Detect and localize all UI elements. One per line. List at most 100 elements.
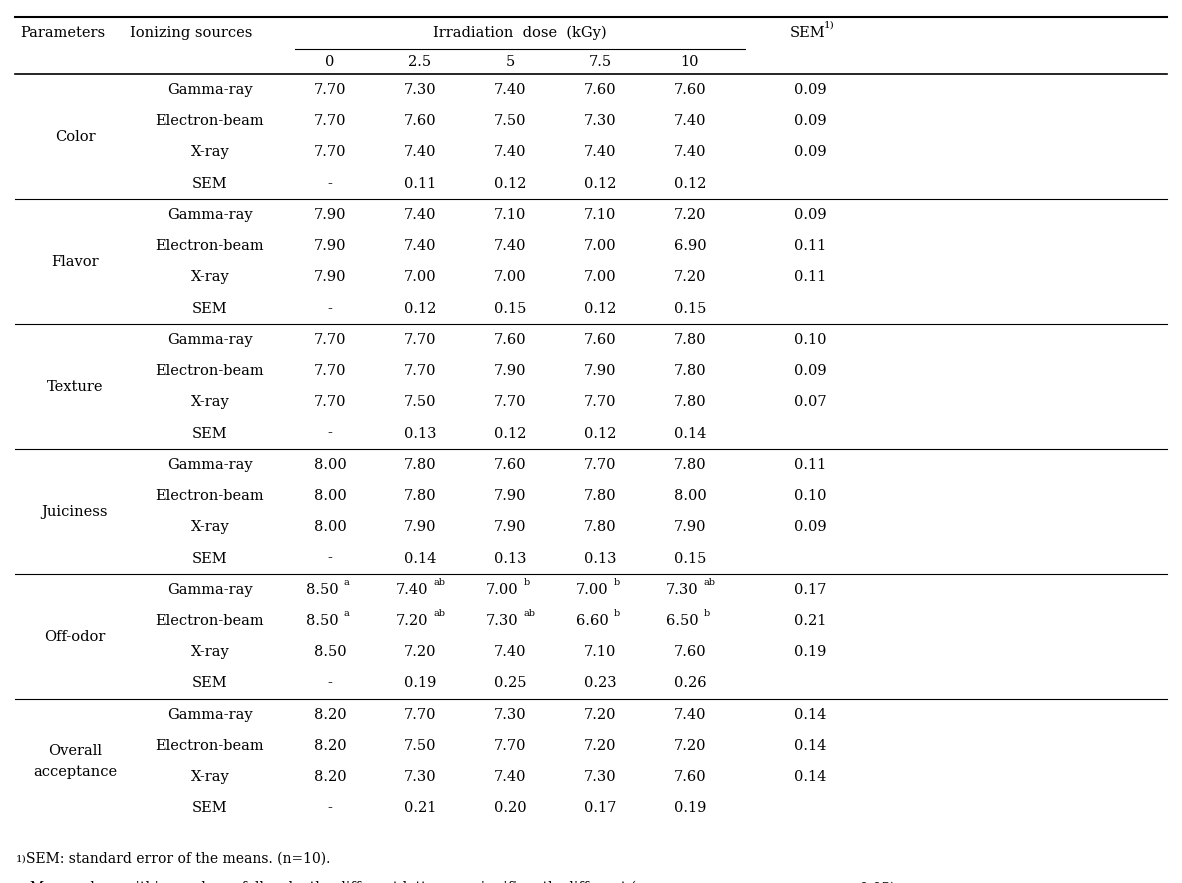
- Text: 7.70: 7.70: [404, 707, 436, 721]
- Text: X-ray: X-ray: [190, 645, 229, 660]
- Text: 7.90: 7.90: [584, 364, 616, 378]
- Text: 0.12: 0.12: [494, 177, 526, 191]
- Text: 7.00: 7.00: [584, 239, 616, 253]
- Text: 0.19: 0.19: [404, 676, 436, 691]
- Text: 7.80: 7.80: [404, 489, 436, 503]
- Text: 0.21: 0.21: [794, 614, 826, 628]
- Text: SEM: SEM: [193, 676, 228, 691]
- Text: SEM: SEM: [193, 802, 228, 815]
- Text: 7.40: 7.40: [584, 146, 616, 160]
- Text: 0.09: 0.09: [793, 364, 826, 378]
- Text: Electron-beam: Electron-beam: [156, 364, 265, 378]
- Text: 7.40: 7.40: [494, 83, 526, 97]
- Text: X-ray: X-ray: [190, 146, 229, 160]
- Text: 7.20: 7.20: [396, 614, 428, 628]
- Text: 7.50: 7.50: [494, 114, 526, 128]
- Text: ab: ab: [434, 577, 446, 587]
- Text: 7.00: 7.00: [404, 270, 436, 284]
- Text: 0.14: 0.14: [794, 770, 826, 784]
- Text: 7.70: 7.70: [313, 396, 346, 410]
- Text: 0.07: 0.07: [793, 396, 826, 410]
- Text: 7.80: 7.80: [674, 364, 707, 378]
- Text: 0.14: 0.14: [404, 552, 436, 565]
- Text: Electron-beam: Electron-beam: [156, 614, 265, 628]
- Text: 6.90: 6.90: [674, 239, 707, 253]
- Text: 7.70: 7.70: [313, 364, 346, 378]
- Text: X-ray: X-ray: [190, 396, 229, 410]
- Text: 7.20: 7.20: [674, 208, 707, 222]
- Text: 7.40: 7.40: [404, 146, 436, 160]
- Text: 10: 10: [681, 55, 700, 69]
- Text: 0.12: 0.12: [674, 177, 706, 191]
- Text: a: a: [344, 609, 350, 618]
- Text: X-ray: X-ray: [190, 770, 229, 784]
- Text: 7.80: 7.80: [674, 457, 707, 472]
- Text: 8.00: 8.00: [313, 489, 346, 503]
- Text: 2.5: 2.5: [409, 55, 431, 69]
- Text: -: -: [327, 302, 332, 315]
- Text: 7.80: 7.80: [404, 457, 436, 472]
- Text: 0.15: 0.15: [674, 302, 706, 315]
- Text: 0.10: 0.10: [794, 489, 826, 503]
- Text: 7.50: 7.50: [404, 396, 436, 410]
- Text: 8.00: 8.00: [674, 489, 707, 503]
- Text: 7.30: 7.30: [584, 114, 616, 128]
- Text: 7.40: 7.40: [494, 770, 526, 784]
- Text: 7.90: 7.90: [313, 239, 346, 253]
- Text: -: -: [327, 552, 332, 565]
- Text: Parameters: Parameters: [20, 26, 105, 40]
- Text: 7.30: 7.30: [404, 83, 436, 97]
- Text: Electron-beam: Electron-beam: [156, 489, 265, 503]
- Text: 7.70: 7.70: [584, 457, 616, 472]
- Text: 8.50: 8.50: [313, 645, 346, 660]
- Text: Irradiation  dose  (kGy): Irradiation dose (kGy): [433, 26, 606, 40]
- Text: 7.20: 7.20: [674, 739, 707, 753]
- Text: 7.30: 7.30: [665, 583, 699, 597]
- Text: ab: ab: [434, 609, 446, 618]
- Text: 7.60: 7.60: [494, 333, 526, 347]
- Text: 7.70: 7.70: [404, 333, 436, 347]
- Text: 7.00: 7.00: [494, 270, 526, 284]
- Text: Gamma-ray: Gamma-ray: [167, 457, 253, 472]
- Text: a: a: [344, 577, 350, 587]
- Text: 0.15: 0.15: [674, 552, 706, 565]
- Text: 6.50: 6.50: [665, 614, 699, 628]
- Text: 7.70: 7.70: [494, 739, 526, 753]
- Text: 0.19: 0.19: [674, 802, 706, 815]
- Text: 8.50: 8.50: [306, 614, 338, 628]
- Text: b: b: [613, 609, 621, 618]
- Text: 7.40: 7.40: [674, 114, 707, 128]
- Text: 7.60: 7.60: [674, 770, 707, 784]
- Text: 7.60: 7.60: [584, 83, 616, 97]
- Text: 6.60: 6.60: [576, 614, 609, 628]
- Text: SEM: SEM: [193, 552, 228, 565]
- Text: 7.20: 7.20: [674, 270, 707, 284]
- Text: 0.19: 0.19: [794, 645, 826, 660]
- Text: 0.12: 0.12: [494, 426, 526, 441]
- Text: 7.40: 7.40: [494, 645, 526, 660]
- Text: 7.80: 7.80: [584, 520, 616, 534]
- Text: X-ray: X-ray: [190, 270, 229, 284]
- Text: 0.09: 0.09: [793, 520, 826, 534]
- Text: 7.90: 7.90: [404, 520, 436, 534]
- Text: Electron-beam: Electron-beam: [156, 239, 265, 253]
- Text: 7.30: 7.30: [494, 707, 526, 721]
- Text: 7.10: 7.10: [584, 645, 616, 660]
- Text: Flavor: Flavor: [51, 255, 99, 268]
- Text: ab: ab: [524, 609, 535, 618]
- Text: 8.20: 8.20: [313, 739, 346, 753]
- Text: 7.60: 7.60: [674, 645, 707, 660]
- Text: 7.60: 7.60: [584, 333, 616, 347]
- Text: 7.90: 7.90: [494, 489, 526, 503]
- Text: 5: 5: [506, 55, 514, 69]
- Text: 0.13: 0.13: [494, 552, 526, 565]
- Text: 7.30: 7.30: [486, 614, 519, 628]
- Text: 0: 0: [325, 55, 335, 69]
- Text: 0.11: 0.11: [794, 270, 826, 284]
- Text: 7.00: 7.00: [486, 583, 519, 597]
- Text: 0.12: 0.12: [404, 302, 436, 315]
- Text: Color: Color: [54, 130, 96, 144]
- Text: acceptance: acceptance: [33, 766, 117, 780]
- Text: 8.20: 8.20: [313, 770, 346, 784]
- Text: 0.15: 0.15: [494, 302, 526, 315]
